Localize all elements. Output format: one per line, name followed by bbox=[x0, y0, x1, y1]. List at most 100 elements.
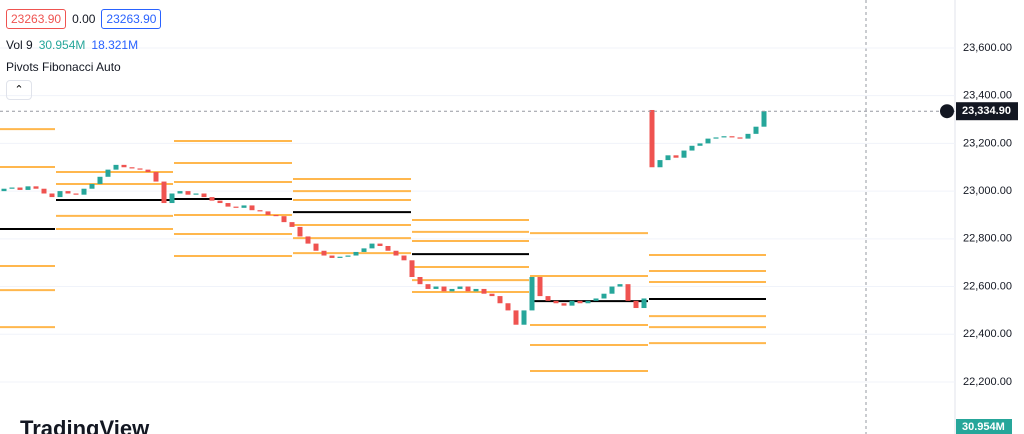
candle-body bbox=[657, 160, 663, 168]
candle-body bbox=[601, 293, 607, 299]
candle-body bbox=[673, 155, 679, 158]
candle-body bbox=[201, 193, 207, 198]
pivots-legend: Pivots Fibonacci Auto bbox=[6, 60, 121, 74]
y-tick-label: 22,400.00 bbox=[963, 328, 1012, 340]
candle-body bbox=[665, 155, 671, 161]
candle-body bbox=[1, 188, 7, 192]
candle-body bbox=[145, 169, 151, 173]
candle-body bbox=[745, 133, 751, 139]
y-tick-label: 22,800.00 bbox=[963, 233, 1012, 245]
candle-body bbox=[297, 226, 303, 237]
volume-ma: 18.321M bbox=[91, 38, 139, 52]
candle-body bbox=[113, 164, 119, 170]
candle-body bbox=[361, 248, 367, 252]
candle-body bbox=[137, 168, 143, 170]
add-button[interactable] bbox=[940, 104, 954, 119]
candle-body bbox=[313, 243, 319, 251]
candle-body bbox=[393, 250, 399, 256]
candle-body bbox=[65, 191, 71, 194]
candle-body bbox=[737, 137, 743, 139]
candle-body bbox=[537, 277, 543, 297]
candle-body bbox=[441, 286, 447, 292]
candle-body bbox=[17, 187, 23, 190]
candle-body bbox=[129, 167, 135, 169]
candle-body bbox=[649, 109, 655, 168]
candle-body bbox=[641, 298, 647, 309]
candle-body bbox=[81, 188, 87, 195]
candle-body bbox=[377, 243, 383, 246]
volume-value: 30.954M bbox=[38, 38, 86, 52]
volume-box bbox=[956, 419, 1012, 434]
candle-body bbox=[329, 255, 335, 258]
candle-body bbox=[473, 288, 479, 292]
candle-body bbox=[225, 203, 231, 207]
candle-body bbox=[617, 284, 623, 287]
volume-title: Vol 9 bbox=[6, 38, 33, 52]
watermark: TradingView bbox=[20, 416, 150, 434]
candle-body bbox=[41, 188, 47, 194]
candle-body bbox=[169, 193, 175, 204]
candle-body bbox=[481, 288, 487, 294]
candle-body bbox=[465, 286, 471, 292]
candle-body bbox=[105, 169, 111, 177]
candle-body bbox=[97, 176, 103, 184]
close-chip: 23263.90 bbox=[101, 9, 162, 29]
candle-body bbox=[401, 255, 407, 261]
y-tick-label: 23,200.00 bbox=[963, 137, 1012, 149]
candle-body bbox=[553, 300, 559, 304]
candle-body bbox=[521, 310, 527, 325]
candle-body bbox=[281, 216, 287, 223]
candle-body bbox=[177, 191, 183, 194]
candle-body bbox=[289, 222, 295, 227]
y-tick-label: 23,400.00 bbox=[963, 90, 1012, 102]
candle-body bbox=[505, 303, 511, 311]
y-tick-label: 23,600.00 bbox=[963, 42, 1012, 54]
candle-body bbox=[729, 136, 735, 138]
candle-body bbox=[713, 137, 719, 139]
candle-body bbox=[585, 300, 591, 304]
candle-body bbox=[721, 136, 727, 138]
candle-body bbox=[417, 277, 423, 285]
candle-body bbox=[761, 111, 767, 127]
candle-body bbox=[561, 303, 567, 306]
candle-body bbox=[369, 243, 375, 249]
candle-body bbox=[233, 206, 239, 208]
change: 0.00 bbox=[72, 12, 96, 26]
collapse-button[interactable]: ⌃ bbox=[6, 80, 32, 100]
candle-body bbox=[265, 211, 271, 215]
candle-body bbox=[457, 286, 463, 289]
pivots-title: Pivots Fibonacci Auto bbox=[6, 60, 121, 74]
last-price-label: 23,334.90 bbox=[962, 105, 1011, 117]
candle-body bbox=[353, 251, 359, 256]
candle-body bbox=[689, 145, 695, 151]
candle-body bbox=[153, 172, 159, 182]
y-tick-label: 22,200.00 bbox=[963, 376, 1012, 388]
candle-body bbox=[209, 197, 215, 201]
candle-body bbox=[241, 205, 247, 208]
volume-legend: Vol 9 30.954M 18.321M bbox=[6, 38, 138, 52]
candle-body bbox=[73, 193, 79, 195]
candle-body bbox=[57, 191, 63, 198]
candle-body bbox=[249, 205, 255, 211]
candle-body bbox=[609, 286, 615, 294]
candle-body bbox=[425, 284, 431, 289]
candle-body bbox=[273, 214, 279, 217]
candle-body bbox=[545, 296, 551, 301]
candle-body bbox=[497, 296, 503, 304]
candle-body bbox=[529, 277, 535, 311]
candle-body bbox=[385, 245, 391, 251]
candle-body bbox=[321, 250, 327, 256]
candle-body bbox=[697, 143, 703, 146]
candle-body bbox=[753, 126, 759, 134]
candle-body bbox=[33, 186, 39, 189]
candle-body bbox=[337, 256, 343, 258]
price-legend: 23263.90 0.00 23263.90 bbox=[6, 9, 162, 29]
candle-body bbox=[257, 210, 263, 212]
candle-body bbox=[49, 193, 55, 198]
candle-body bbox=[161, 181, 167, 204]
candle-body bbox=[217, 200, 223, 204]
volume-axis-label: 30.954M bbox=[962, 421, 1005, 433]
candle-body bbox=[625, 284, 631, 301]
